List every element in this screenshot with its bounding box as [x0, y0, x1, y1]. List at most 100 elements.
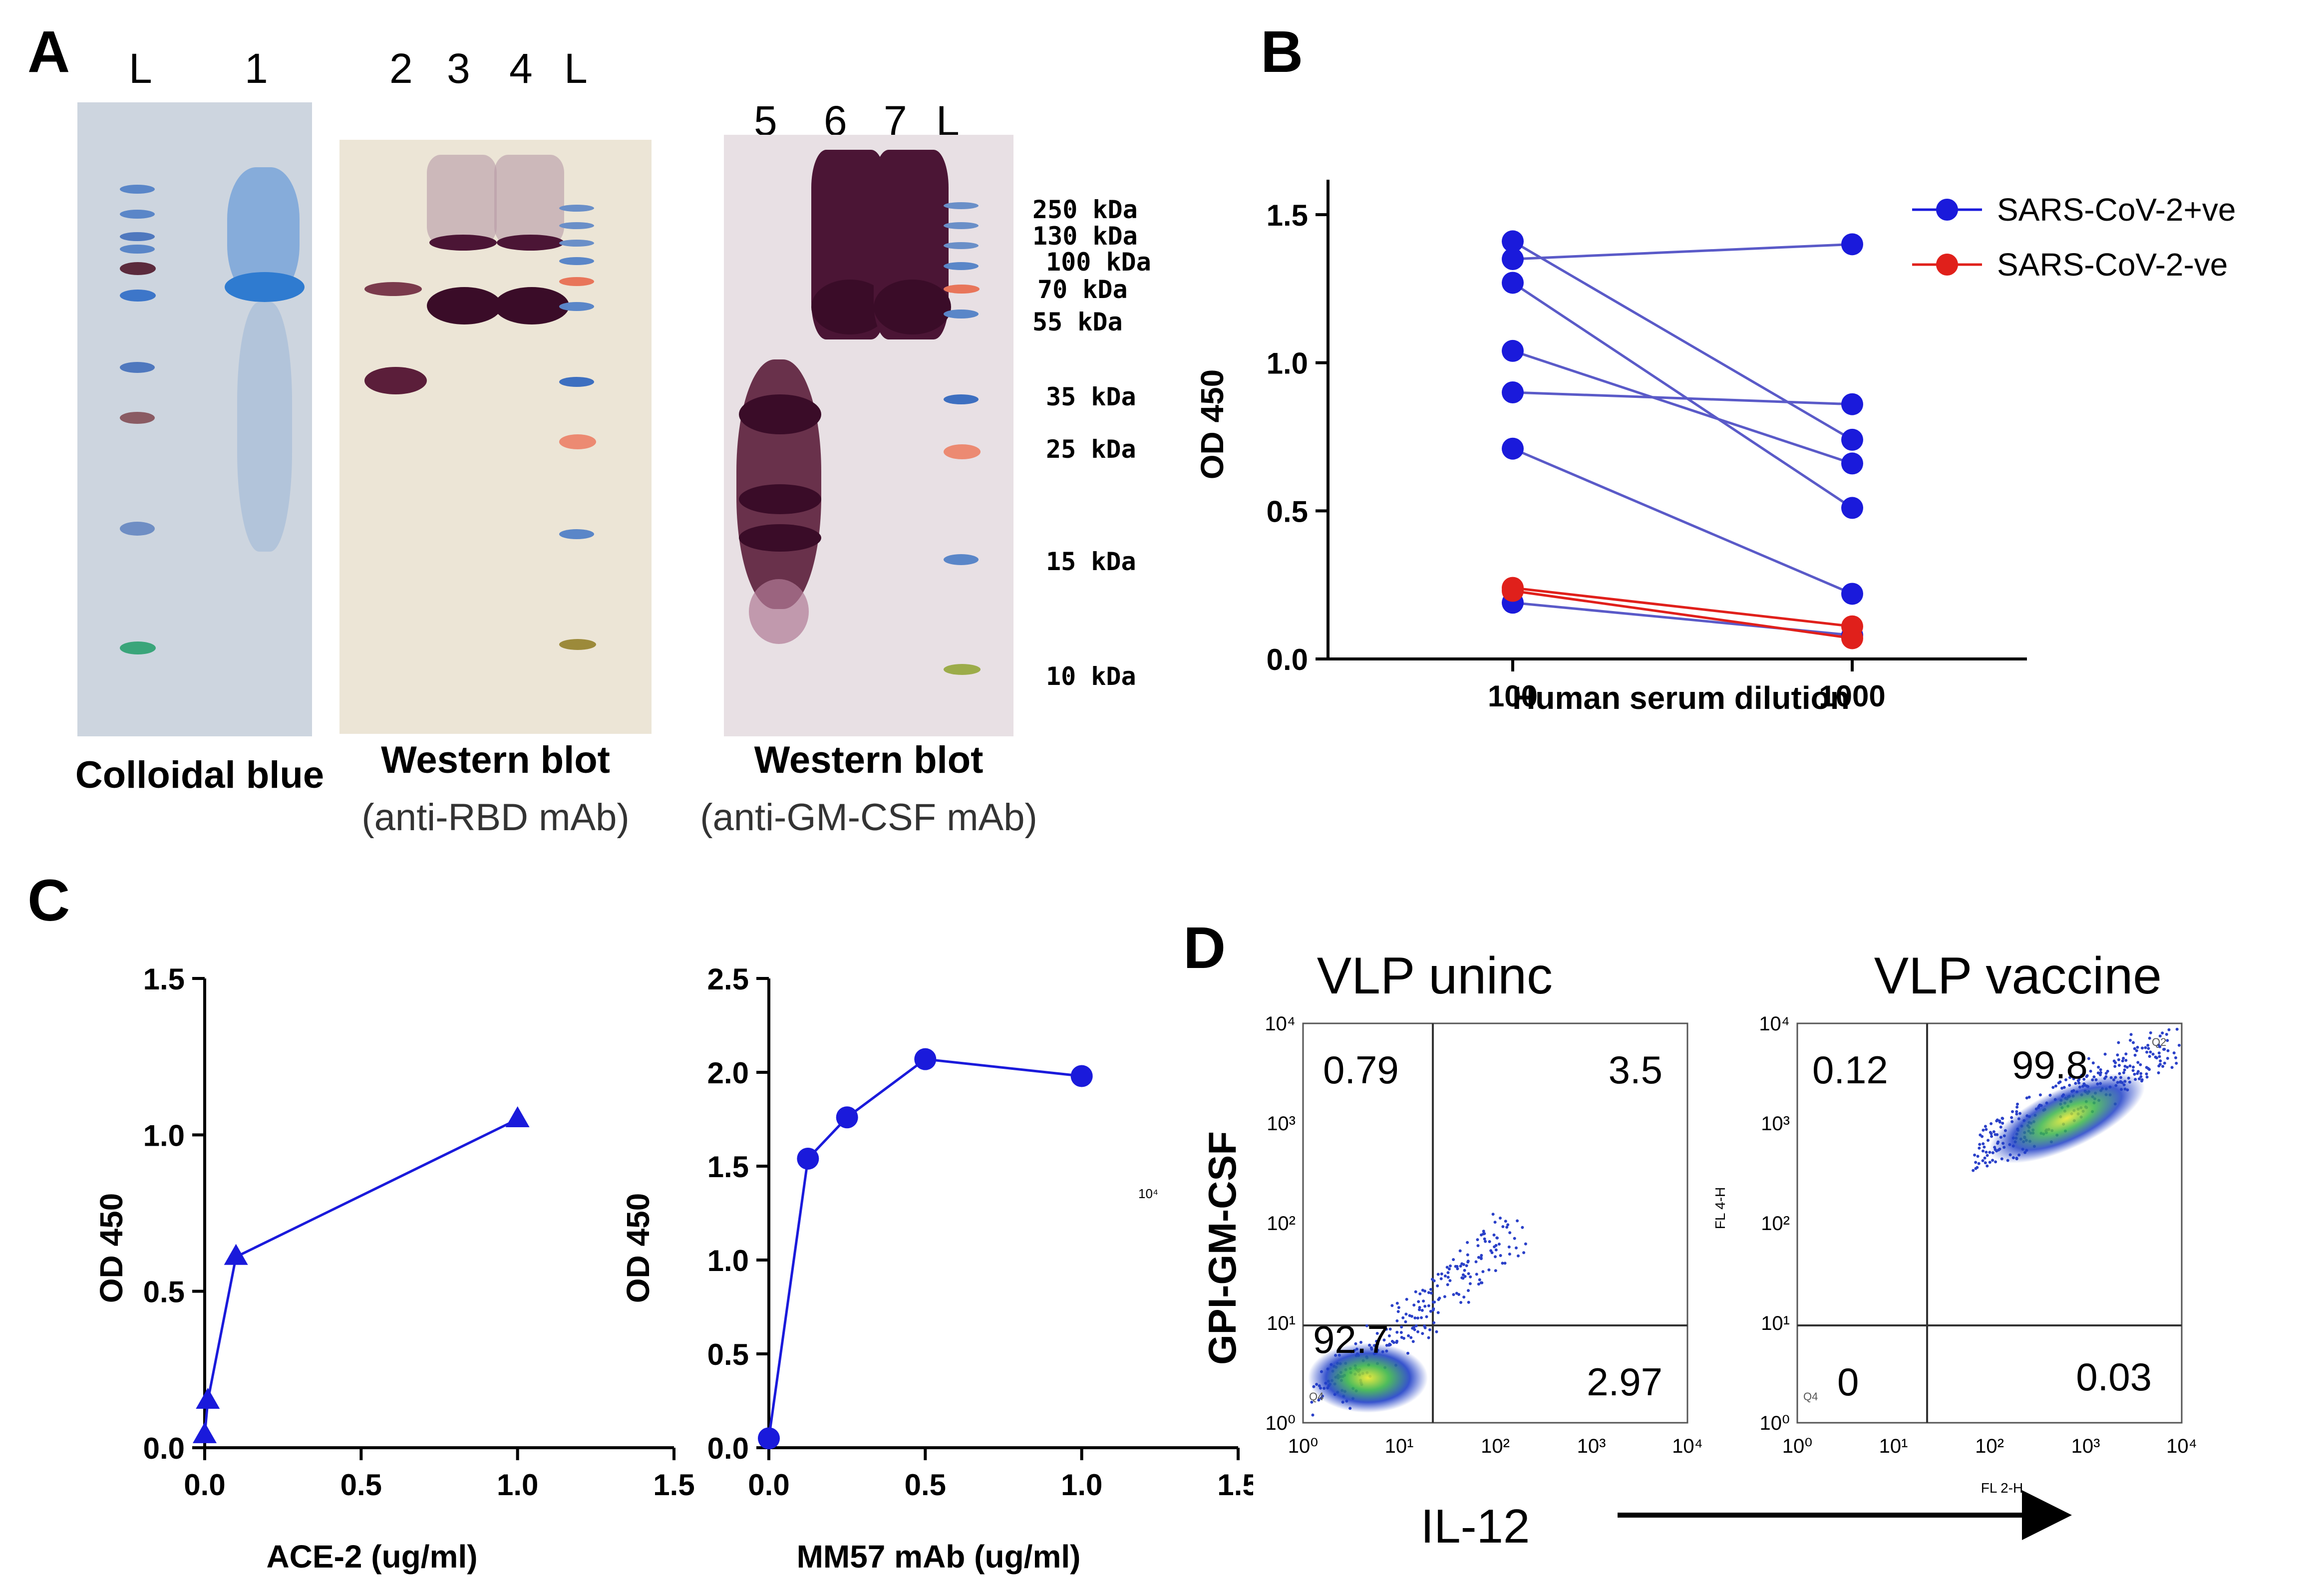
quadrant-value-ul: 0.79 — [1323, 1048, 1399, 1092]
flow-event-dot — [1476, 1238, 1479, 1242]
ladder-band — [944, 222, 979, 229]
flow-event-dot — [1465, 1264, 1468, 1268]
flow-event-dot — [1521, 1226, 1524, 1229]
flow-event-dot — [2151, 1052, 2155, 1056]
flow-event-dot — [2117, 1041, 2120, 1044]
b-x-tick-label: 100 — [1488, 679, 1538, 713]
flow-event-dot — [1494, 1255, 1497, 1259]
flow-event-dot — [1506, 1223, 1510, 1227]
quadrant-value-ur: 99.8 — [2012, 1043, 2088, 1087]
flow-event-dot — [2167, 1028, 2171, 1031]
flow-event-dot — [1390, 1304, 1394, 1307]
sample-band — [874, 280, 951, 334]
flow-event-dot — [2136, 1061, 2140, 1064]
flow-event-dot — [1438, 1296, 1441, 1300]
flow-event-dot — [1983, 1156, 1987, 1160]
flow-event-dot — [2106, 1069, 2109, 1073]
flow-event-dot — [1411, 1326, 1414, 1330]
flow-y-tick-label: 10⁰ — [1265, 1412, 1296, 1434]
flow-event-dot — [1480, 1281, 1484, 1284]
b-y-tick-label: 1.0 — [1267, 347, 1308, 380]
c-x-tick-label: 0.5 — [905, 1468, 946, 1502]
flow-event-dot — [1990, 1122, 1993, 1125]
flow-event-dot — [2051, 1086, 2055, 1089]
sample-band — [364, 367, 427, 394]
c-y-tick-label: 1.5 — [143, 962, 185, 996]
c-y-tick-label: 0.5 — [707, 1338, 749, 1371]
flow-event-dot — [2129, 1033, 2133, 1036]
quadrant-value-ur: 3.5 — [1609, 1048, 1662, 1092]
flow-event-dot — [1413, 1328, 1416, 1331]
caption-colloidal-blue: Colloidal blue — [75, 754, 325, 796]
ladder-band — [944, 554, 979, 565]
flow-event-dot — [1443, 1295, 1446, 1298]
flow-event-dot — [1311, 1413, 1315, 1417]
flow-event-dot — [2122, 1056, 2125, 1060]
flow-event-dot — [1416, 1316, 1419, 1320]
density-cloud — [1308, 1343, 1428, 1413]
flow-event-dot — [2027, 1095, 2031, 1099]
flow-event-dot — [1477, 1256, 1480, 1259]
quadrant-value-ul: 0.12 — [1812, 1048, 1888, 1092]
flow-event-dot — [2064, 1078, 2067, 1081]
flow-event-dot — [1436, 1284, 1439, 1287]
b-y-tick-label: 0.5 — [1267, 495, 1308, 528]
quadrant-value-ll: 0 — [1837, 1360, 1859, 1404]
flow-event-dot — [1468, 1282, 1472, 1285]
flow-event-dot — [1487, 1268, 1491, 1272]
flow-event-dot — [1427, 1304, 1430, 1307]
flow-event-dot — [2089, 1069, 2092, 1073]
flow-event-dot — [1436, 1272, 1440, 1276]
flow-event-dot — [2129, 1038, 2132, 1042]
flow-event-dot — [1458, 1249, 1462, 1253]
c-data-point — [1070, 1065, 1093, 1087]
mw-marker-label: 55 kDa — [1032, 308, 1123, 336]
flow-event-dot — [1493, 1221, 1497, 1224]
flow-event-dot — [1505, 1226, 1509, 1229]
flow-x-axis-label: IL-12 — [1421, 1500, 1530, 1553]
flow-event-dot — [1414, 1290, 1417, 1293]
flow-event-dot — [1455, 1265, 1459, 1268]
ladder-band — [120, 362, 155, 373]
flow-event-dot — [1446, 1283, 1449, 1286]
flow-event-dot — [1459, 1265, 1462, 1268]
flow-event-dot — [2175, 1061, 2178, 1065]
panel-c-letter: C — [27, 868, 70, 934]
flow-event-dot — [1382, 1338, 1386, 1342]
c-x-tick-label: 0.0 — [748, 1468, 789, 1502]
flow-event-dot — [1440, 1272, 1443, 1275]
flow-event-dot — [1492, 1233, 1496, 1237]
flow-event-dot — [1994, 1160, 1997, 1164]
flow-event-dot — [1517, 1254, 1520, 1258]
flow-y-tick-label: 10³ — [1761, 1113, 1790, 1135]
c-y-tick-label: 0.5 — [143, 1275, 185, 1309]
flow-event-dot — [1375, 1332, 1379, 1335]
flow-event-dot — [1991, 1159, 1994, 1162]
ladder-band — [944, 444, 981, 459]
flow-event-dot — [2170, 1066, 2174, 1069]
flow-event-dot — [1982, 1142, 1985, 1146]
flow-axis-x-name: FL 2-H — [1981, 1480, 2023, 1496]
ladder-band — [944, 664, 981, 675]
flow-event-dot — [2015, 1105, 2019, 1109]
b-y-axis-label: OD 450 — [1194, 369, 1230, 480]
flow-event-dot — [2068, 1076, 2072, 1079]
flow-event-dot — [1985, 1151, 1988, 1154]
flow-event-dot — [1483, 1237, 1486, 1241]
flow-y-tick-label: 10² — [1761, 1213, 1790, 1235]
sample-band — [225, 272, 305, 302]
flow-event-dot — [2158, 1055, 2161, 1058]
flow-event-dot — [1421, 1332, 1424, 1335]
flow-event-dot — [2145, 1066, 2148, 1069]
flow-event-dot — [2116, 1053, 2119, 1057]
flow-event-dot — [1501, 1262, 1504, 1265]
flow-event-dot — [1460, 1276, 1464, 1279]
flow-event-dot — [1432, 1279, 1436, 1282]
c-x-tick-label: 0.0 — [184, 1468, 225, 1502]
caption-western-gmcsf-sub: (anti-GM-CSF mAb) — [700, 796, 1037, 839]
sample-band — [427, 287, 502, 324]
flow-event-dot — [2141, 1046, 2144, 1050]
flow-event-dot — [2139, 1063, 2142, 1066]
flow-event-dot — [1375, 1339, 1378, 1343]
flow-event-dot — [1409, 1336, 1413, 1339]
